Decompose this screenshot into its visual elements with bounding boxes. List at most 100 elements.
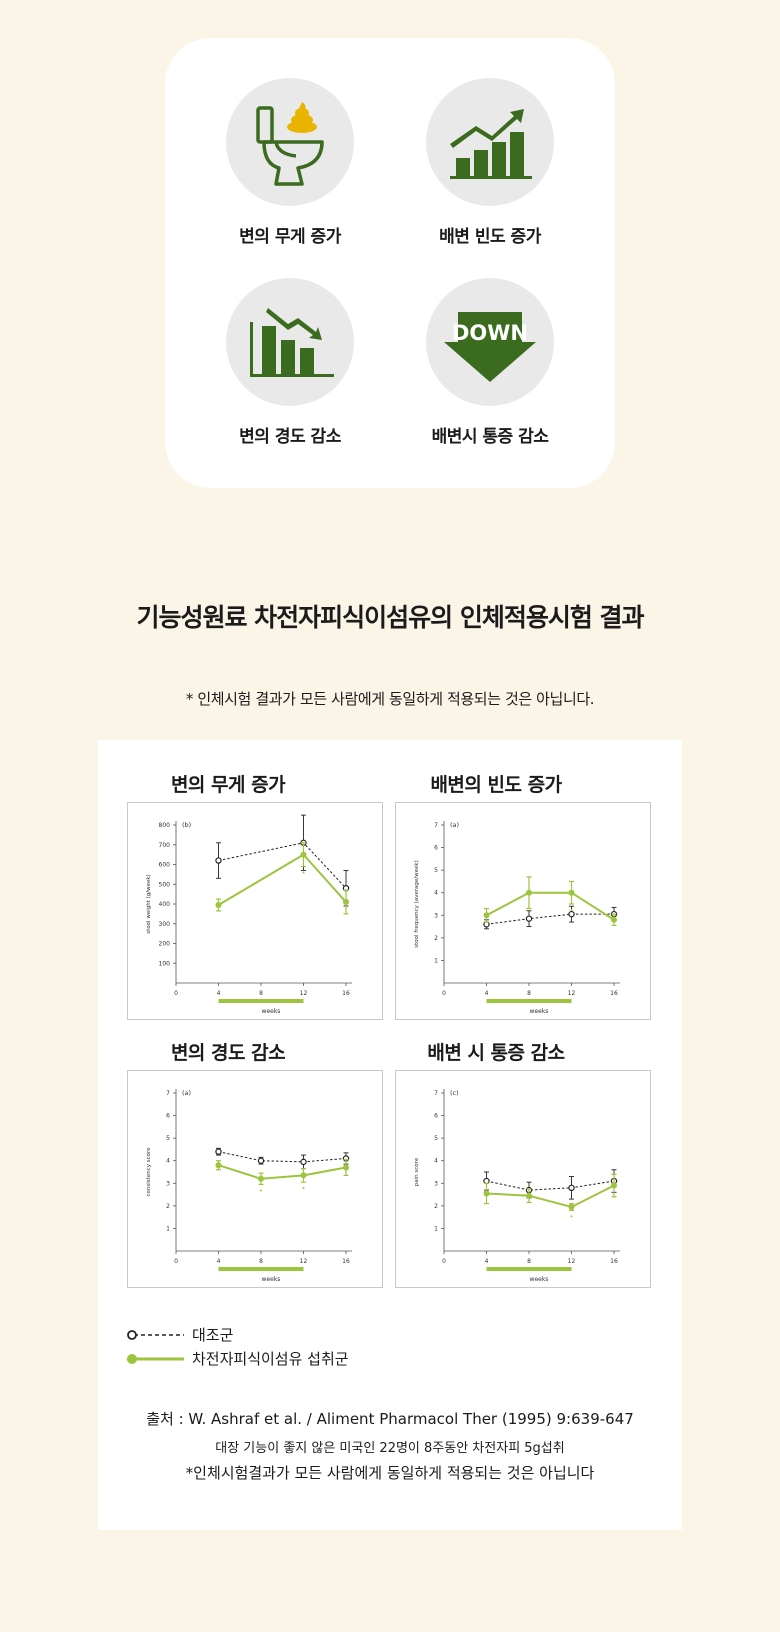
source-disclaimer: *인체시험결과가 모든 사람에게 동일하게 적용되는 것은 아닙니다 — [185, 1464, 595, 1482]
x-tick-label: 16 — [610, 1258, 618, 1265]
feature-pain: DOWN 배변시 통증 감소 — [390, 278, 590, 447]
y-tick-label: 4 — [434, 890, 438, 897]
features-card: 변의 무게 증가 배변 빈도 증가 — [165, 38, 615, 488]
source-citation: 출처 : W. Ashraf et al. / Aliment Pharmaco… — [146, 1410, 634, 1428]
significance-mark — [570, 1215, 573, 1218]
y-axis-label: stool weight (g/week) — [146, 874, 152, 933]
x-tick-label: 4 — [485, 1258, 489, 1265]
control-point — [215, 1148, 222, 1155]
x-tick-label: 4 — [485, 990, 489, 997]
y-tick-label: 800 — [159, 822, 171, 829]
chart-title: 변의 무게 증가 — [170, 774, 286, 796]
chart-title: 변의 경도 감소 — [170, 1042, 286, 1064]
treatment-point — [258, 1175, 264, 1182]
x-tick-label: 4 — [217, 990, 221, 997]
feature-stool-weight: 변의 무게 증가 — [190, 78, 390, 247]
significance-mark — [260, 1189, 262, 1192]
x-tick-label: 8 — [259, 1258, 263, 1265]
x-axis-label: weeks — [262, 1276, 281, 1283]
y-tick-label: 5 — [434, 1135, 438, 1142]
treatment-point — [568, 889, 575, 896]
y-tick-label: 1 — [434, 957, 438, 964]
treatment-point — [343, 1164, 349, 1171]
x-tick-label: 4 — [217, 1258, 221, 1265]
y-tick-label: 700 — [159, 842, 171, 849]
x-tick-label: 12 — [568, 990, 576, 997]
y-tick-label: 3 — [434, 1180, 438, 1187]
chart-pain: 1 2 3 4 5 6 7 0 4 8 12 16 weeks pain score (c) — [395, 1070, 651, 1288]
y-tick-label: 2 — [166, 1203, 170, 1210]
treatment-point — [215, 1162, 222, 1169]
legend-label: 대조군 — [192, 1326, 234, 1344]
y-tick-label: 3 — [434, 912, 438, 919]
y-tick-label: 3 — [166, 1180, 170, 1187]
treatment-point — [526, 1192, 532, 1199]
treatment-point — [343, 899, 349, 906]
y-tick-label: 100 — [159, 960, 171, 967]
feature-label: 변의 무게 증가 — [239, 227, 341, 247]
x-tick-label: 8 — [527, 990, 531, 997]
y-axis-label: consistency score — [146, 1147, 152, 1197]
y-tick-label: 4 — [166, 1158, 170, 1165]
x-axis-label: weeks — [262, 1008, 281, 1015]
treatment-series-line — [486, 1184, 615, 1209]
panel-tag: (a) — [450, 821, 459, 829]
significance-mark — [570, 909, 573, 911]
x-tick-label: 0 — [442, 1258, 446, 1265]
y-tick-label: 200 — [159, 941, 171, 948]
y-tick-label: 600 — [159, 862, 171, 869]
x-axis-label: weeks — [530, 1276, 549, 1283]
y-tick-label: 7 — [434, 1090, 438, 1097]
significance-mark — [302, 871, 305, 874]
y-tick-label: 300 — [159, 921, 171, 928]
x-tick-label: 12 — [300, 1258, 308, 1265]
x-tick-label: 16 — [610, 990, 618, 997]
panel-tag: (b) — [182, 821, 191, 829]
y-tick-label: 500 — [159, 881, 171, 888]
feature-consistency: 변의 경도 감소 — [190, 278, 390, 447]
treatment-point — [568, 1203, 575, 1210]
y-tick-label: 2 — [434, 1203, 438, 1210]
x-tick-label: 0 — [174, 1258, 178, 1265]
control-point — [300, 1158, 307, 1166]
legend-label: 차전자피식이섬유 섭취군 — [192, 1350, 349, 1368]
control-point — [568, 1184, 575, 1192]
legend-treatment-swatch — [127, 1353, 184, 1364]
chart-frequency: 1 2 3 4 5 6 7 0 4 8 12 16 weeks stool frequency (aver… — [395, 802, 651, 1020]
treatment-point — [483, 1190, 490, 1197]
x-tick-label: 0 — [442, 990, 446, 997]
legend-treatment: 차전자피식이섬유 섭취군 — [126, 1348, 349, 1369]
y-tick-label: 7 — [166, 1090, 170, 1097]
source-detail: 대장 기능이 좋지 않은 미국인 22명이 8주동안 차전자피 5g섭취 — [215, 1441, 565, 1456]
x-tick-label: 16 — [342, 990, 350, 997]
control-point — [257, 1157, 265, 1164]
panel-tag: (c) — [450, 1089, 459, 1097]
control-series-line — [486, 1180, 615, 1191]
control-point — [525, 915, 533, 922]
y-tick-label: 6 — [434, 1113, 438, 1120]
chart-title: 배변의 빈도 증가 — [430, 774, 562, 796]
treatment-period-bar — [218, 1267, 304, 1271]
results-panel: 변의 무게 증가 배변의 빈도 증가 100 200 300 4 0 0 500 600 700… — [98, 740, 682, 1530]
y-axis-label: stool frequency (average/week) — [414, 860, 420, 947]
panel-tag: (a) — [182, 1089, 191, 1097]
x-tick-label: 8 — [527, 1258, 531, 1265]
x-tick-label: 8 — [259, 990, 263, 997]
treatment-point — [611, 1182, 617, 1189]
x-tick-label: 16 — [342, 1258, 350, 1265]
legend-control-swatch — [127, 1329, 184, 1340]
treatment-period-bar — [218, 999, 304, 1003]
y-tick-label: 7 — [434, 822, 438, 829]
down-label: DOWN — [452, 321, 528, 345]
treatment-period-bar — [486, 1267, 572, 1271]
y-tick-label: 2 — [434, 935, 438, 942]
feature-label: 배변시 통증 감소 — [431, 427, 549, 447]
x-tick-label: 12 — [300, 990, 308, 997]
treatment-point — [215, 901, 222, 908]
y-tick-label: 5 — [434, 867, 438, 874]
treatment-point — [611, 916, 617, 923]
y-tick-label: 4 — [434, 1158, 438, 1165]
